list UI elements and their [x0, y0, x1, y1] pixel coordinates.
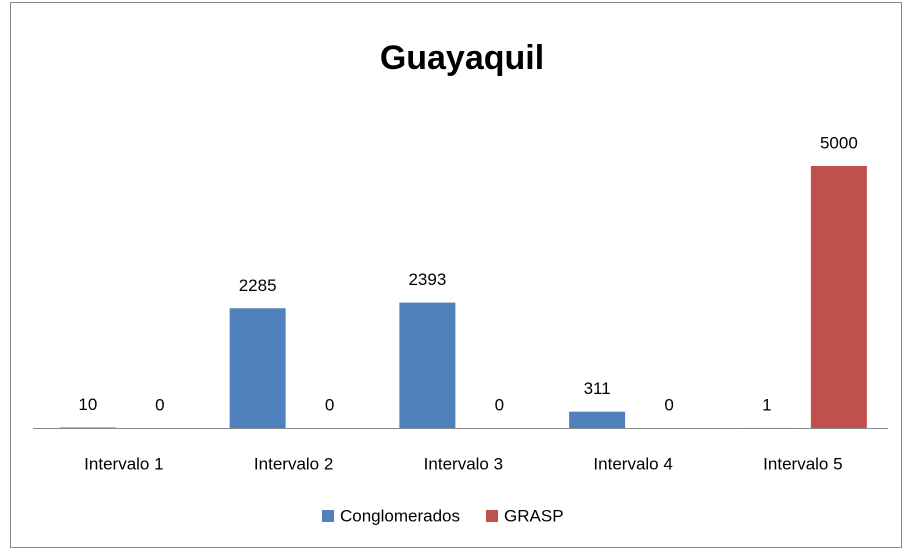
data-label: 0 — [155, 395, 164, 414]
legend-label: GRASP — [504, 506, 564, 525]
legend-swatch — [322, 510, 334, 522]
x-tick-label: Intervalo 2 — [254, 454, 333, 473]
chart-title: Guayaquil — [380, 39, 544, 77]
bar — [569, 412, 625, 428]
data-label: 2285 — [239, 276, 277, 295]
legend-swatch — [486, 510, 498, 522]
x-tick-label: Intervalo 4 — [593, 454, 672, 473]
bar — [399, 303, 455, 428]
data-label: 311 — [584, 379, 611, 398]
data-label: 5000 — [820, 133, 858, 152]
data-label: 0 — [325, 395, 334, 414]
legend-label: Conglomerados — [340, 506, 460, 525]
x-tick-label: Intervalo 1 — [84, 454, 163, 473]
data-label: 2393 — [408, 270, 446, 289]
bar — [60, 427, 116, 428]
bar — [230, 308, 286, 428]
data-label: 0 — [664, 395, 673, 414]
data-label: 10 — [78, 395, 97, 414]
x-tick-label: Intervalo 5 — [763, 454, 842, 473]
data-label: 1 — [762, 395, 771, 414]
bar — [811, 166, 867, 428]
data-label: 0 — [495, 395, 504, 414]
x-tick-label: Intervalo 3 — [424, 454, 503, 473]
